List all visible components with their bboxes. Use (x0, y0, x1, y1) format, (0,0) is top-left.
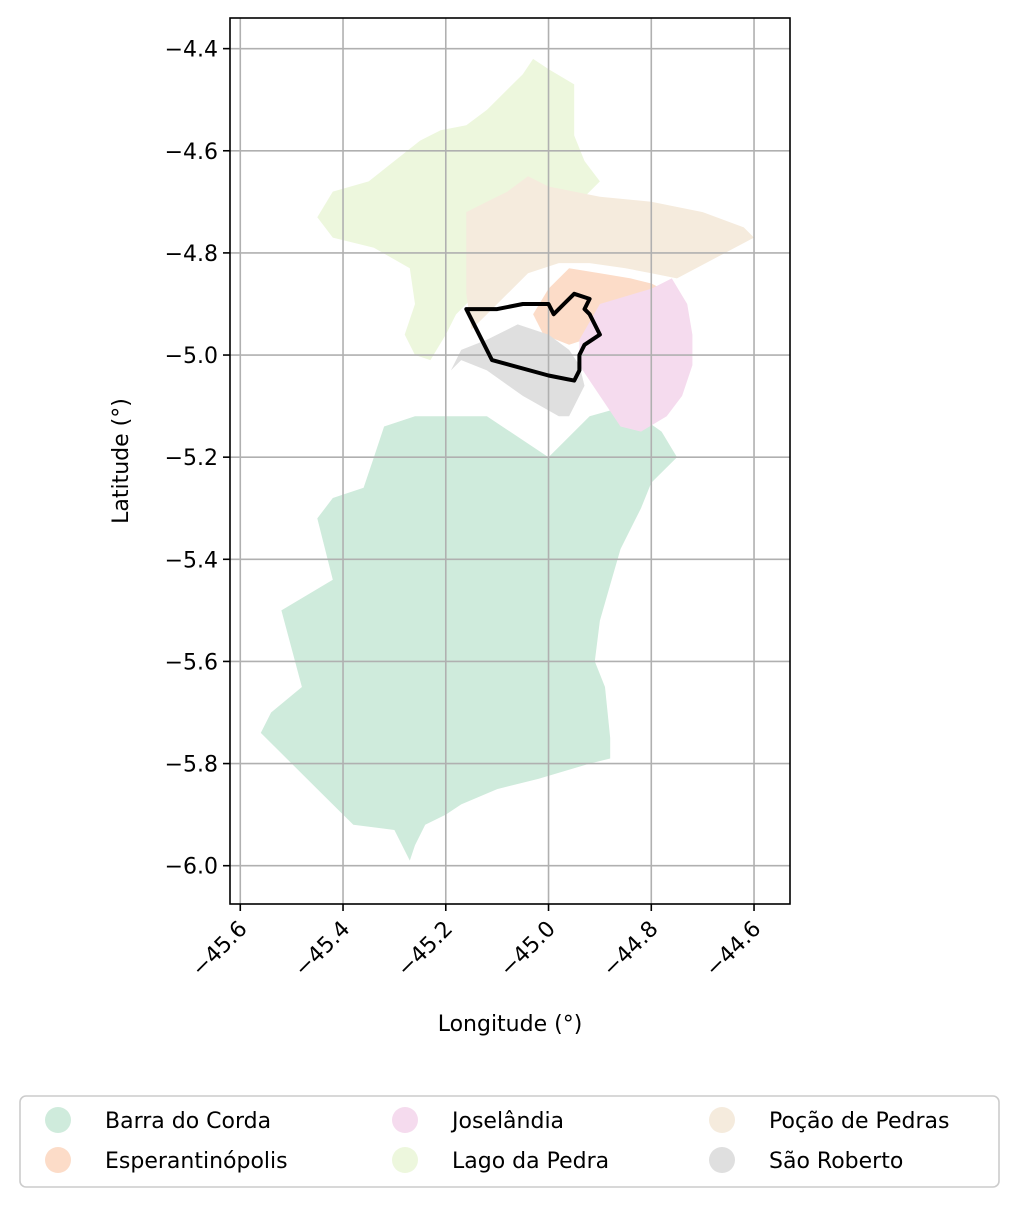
legend-marker-esperantinopolis (45, 1147, 71, 1173)
legend-label-sao-roberto: São Roberto (769, 1149, 903, 1174)
plot-frame (229, 17, 791, 905)
legend-label-esperantinopolis: Esperantinópolis (105, 1149, 288, 1174)
legend-label-joselandia: Joselândia (450, 1109, 564, 1134)
grid-layer (230, 18, 790, 904)
legend-label-pocao-de-pedras: Poção de Pedras (769, 1109, 949, 1134)
legend-marker-pocao-de-pedras (709, 1107, 735, 1133)
y-tick-label: −5.8 (165, 753, 218, 778)
y-axis-title: Latitude (°) (109, 398, 134, 524)
legend-frame (19, 1095, 1000, 1188)
y-tick-label: −5.4 (165, 548, 218, 573)
region-barra-do-corda (260, 406, 677, 861)
y-tick-label: −5.6 (165, 650, 218, 675)
legend-marker-sao-roberto (709, 1147, 735, 1173)
y-tick-label: −6.0 (165, 855, 218, 880)
legend: Barra do Corda Esperantinópolis Joselândia… (19, 1095, 1000, 1188)
y-tick-label: −4.6 (165, 140, 218, 165)
legend-label-lago-da-pedra: Lago da Pedra (452, 1149, 609, 1174)
y-tick-label: −4.4 (165, 38, 218, 63)
y-tick-label: −4.8 (165, 242, 218, 267)
legend-marker-barra-do-corda (45, 1107, 71, 1133)
x-axis-title: Longitude (°) (438, 1012, 583, 1037)
legend-marker-lago-da-pedra (392, 1147, 418, 1173)
study-area-outline (464, 291, 602, 383)
region-lago-da-pedra (317, 58, 600, 361)
legend-label-barra-do-corda: Barra do Corda (105, 1109, 271, 1134)
y-axis: −4.4 −4.6 −4.8 −5.0 −5.2 −5.4 −5.6 −5.8 −6.0 (165, 38, 230, 880)
y-tick-label: −5.2 (165, 446, 218, 471)
outline-layer (464, 291, 602, 383)
y-tick-label: −5.0 (165, 344, 218, 369)
legend-marker-joselandia (392, 1107, 418, 1133)
legend-items: Barra do Corda Esperantinópolis Joselândia… (45, 1107, 949, 1174)
